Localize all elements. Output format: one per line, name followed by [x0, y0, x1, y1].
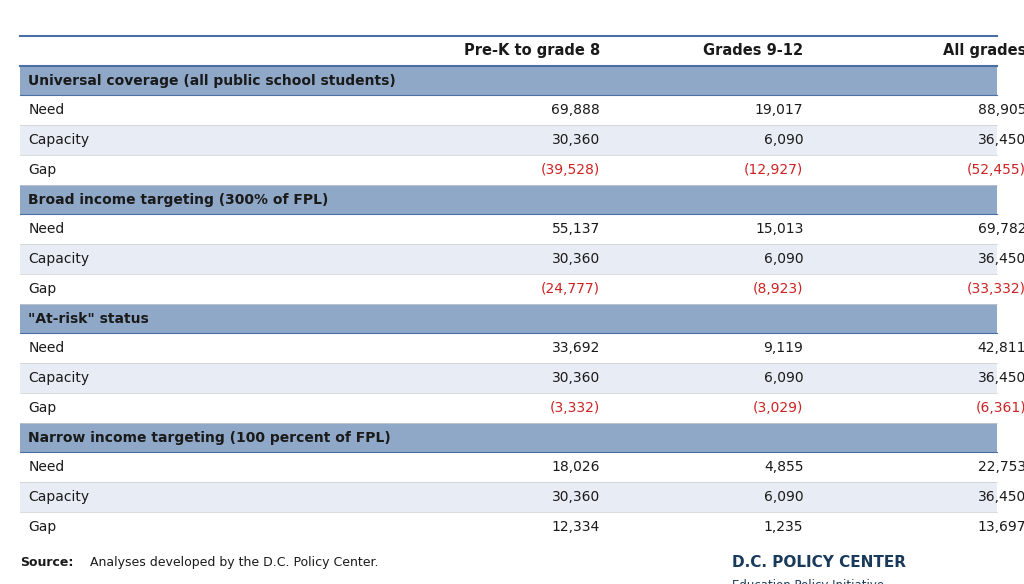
Text: 1,235: 1,235 [764, 520, 803, 534]
Text: 36,450: 36,450 [978, 252, 1024, 266]
Text: Universal coverage (all public school students): Universal coverage (all public school st… [29, 74, 396, 88]
Text: Need: Need [29, 341, 65, 355]
Text: Need: Need [29, 103, 65, 117]
Text: 13,697: 13,697 [978, 520, 1024, 534]
Bar [20, 304, 996, 333]
Text: 33,692: 33,692 [552, 341, 600, 355]
Text: Gap: Gap [29, 163, 56, 177]
Bar [20, 36, 996, 65]
Text: 88,905: 88,905 [978, 103, 1024, 117]
Text: Need: Need [29, 223, 65, 237]
Text: 36,450: 36,450 [978, 133, 1024, 147]
Text: 6,090: 6,090 [764, 133, 803, 147]
Text: Capacity: Capacity [29, 490, 89, 504]
Text: 4,855: 4,855 [764, 460, 803, 474]
Text: (6,361): (6,361) [976, 401, 1024, 415]
Text: Need: Need [29, 460, 65, 474]
Text: Gap: Gap [29, 401, 56, 415]
Bar [20, 244, 996, 274]
Text: 36,450: 36,450 [978, 490, 1024, 504]
Text: (39,528): (39,528) [541, 163, 600, 177]
Text: Capacity: Capacity [29, 371, 89, 385]
Bar [20, 512, 996, 542]
Text: Pre-K to grade 8: Pre-K to grade 8 [464, 43, 600, 58]
Text: (8,923): (8,923) [753, 282, 803, 296]
Text: 9,119: 9,119 [764, 341, 803, 355]
Text: 22,753: 22,753 [978, 460, 1024, 474]
Text: Education Policy Initiative: Education Policy Initiative [732, 579, 885, 584]
Text: (24,777): (24,777) [541, 282, 600, 296]
Bar [20, 65, 996, 95]
Text: Gap: Gap [29, 520, 56, 534]
Bar [20, 453, 996, 482]
Text: 6,090: 6,090 [764, 371, 803, 385]
Text: 69,888: 69,888 [551, 103, 600, 117]
Text: 42,811: 42,811 [978, 341, 1024, 355]
Text: (33,332): (33,332) [967, 282, 1024, 296]
Bar [20, 274, 996, 304]
Text: 30,360: 30,360 [552, 252, 600, 266]
Text: Capacity: Capacity [29, 133, 89, 147]
Text: Source:: Source: [20, 556, 74, 569]
Text: All grades: All grades [943, 43, 1024, 58]
Text: (3,332): (3,332) [550, 401, 600, 415]
Bar [20, 155, 996, 185]
Bar [20, 125, 996, 155]
Text: 30,360: 30,360 [552, 490, 600, 504]
Text: (52,455): (52,455) [967, 163, 1024, 177]
Bar [20, 393, 996, 423]
Bar [20, 423, 996, 453]
Text: 6,090: 6,090 [764, 252, 803, 266]
Bar [20, 185, 996, 214]
Text: Broad income targeting (300% of FPL): Broad income targeting (300% of FPL) [29, 193, 329, 207]
Bar [20, 482, 996, 512]
Text: D.C. POLICY CENTER: D.C. POLICY CENTER [732, 555, 906, 569]
Text: Grades 9-12: Grades 9-12 [703, 43, 803, 58]
Text: 12,334: 12,334 [552, 520, 600, 534]
Text: Analyses developed by the D.C. Policy Center.: Analyses developed by the D.C. Policy Ce… [86, 556, 379, 569]
Text: Capacity: Capacity [29, 252, 89, 266]
Text: 18,026: 18,026 [552, 460, 600, 474]
Text: 15,013: 15,013 [755, 223, 803, 237]
Text: Narrow income targeting (100 percent of FPL): Narrow income targeting (100 percent of … [29, 430, 391, 444]
Text: 30,360: 30,360 [552, 371, 600, 385]
Bar [20, 95, 996, 125]
Text: 30,360: 30,360 [552, 133, 600, 147]
Bar [20, 333, 996, 363]
Text: (12,927): (12,927) [744, 163, 803, 177]
Text: 6,090: 6,090 [764, 490, 803, 504]
Text: 19,017: 19,017 [755, 103, 803, 117]
Bar [20, 363, 996, 393]
Text: 55,137: 55,137 [552, 223, 600, 237]
Text: "At-risk" status: "At-risk" status [29, 312, 150, 325]
Bar [20, 214, 996, 244]
Text: 69,782: 69,782 [978, 223, 1024, 237]
Text: Gap: Gap [29, 282, 56, 296]
Text: (3,029): (3,029) [753, 401, 803, 415]
Text: 36,450: 36,450 [978, 371, 1024, 385]
